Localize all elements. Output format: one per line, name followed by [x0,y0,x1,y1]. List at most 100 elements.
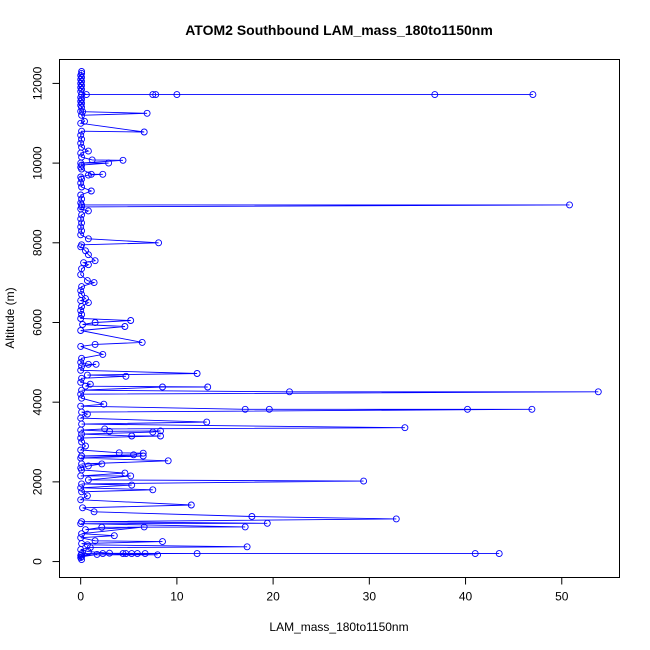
data-point [241,523,249,531]
data-point [265,405,273,413]
data-point [204,383,212,391]
data-point [152,91,160,99]
data-point [77,378,85,386]
data-point [98,523,106,531]
data-point [187,501,195,509]
data-point [464,405,471,413]
data-point [78,183,86,191]
data-point [78,135,86,143]
data-point [106,427,113,435]
data-point [93,550,101,558]
x-tick-label: 10 [170,590,184,604]
data-point [263,519,271,527]
x-tick-label: 30 [363,590,377,604]
data-point [141,550,149,558]
data-point [83,492,91,500]
data-point [78,127,86,135]
data-point [77,131,85,139]
data-point [78,354,86,362]
y-axis: 0 2000 4000 6000 8000 10000 12000 [31,66,60,565]
data-point [143,109,151,117]
data-point [77,434,85,442]
x-tick-label: 20 [266,590,280,604]
data-point [84,251,92,259]
data-point [193,550,201,558]
data-point [91,257,99,265]
data-point [77,243,85,251]
data-point [286,388,293,396]
data-point [78,551,86,559]
data-point [78,111,86,119]
data-point [78,201,86,209]
data-point [77,315,85,322]
data-point [78,438,86,446]
data-point [77,271,85,279]
data-point [78,488,86,496]
data-point [106,549,113,557]
data-point [149,486,157,494]
y-axis-label: Altitude (m) [3,287,17,348]
data-point [203,418,211,426]
data-point [80,259,88,267]
data-point [392,515,400,523]
data-point [122,372,130,380]
data-point [105,159,113,167]
data-point [77,472,85,480]
data-point [140,523,148,531]
data-point [77,139,85,147]
data-point [139,449,147,457]
data-point [121,469,129,477]
data-point [193,370,201,377]
data-point [159,383,166,391]
y-tick-label: 4000 [31,389,45,416]
data-point [78,311,86,318]
data-point [77,484,85,492]
data-point [128,432,136,440]
data-point [471,550,479,558]
data-point [149,428,157,436]
data-point [139,452,147,460]
data-point [77,287,85,295]
data-point [87,170,95,178]
data-point [159,538,166,546]
data-point [83,410,91,418]
data-point [77,342,85,350]
data-point [77,149,85,157]
data-point [77,307,85,314]
data-point [87,187,95,195]
data-point [78,553,86,561]
data-point [78,165,86,173]
data-point [77,520,85,528]
data-point [84,360,92,368]
data-point [173,91,181,99]
data-point [78,283,86,291]
data-point [78,480,86,488]
data-point [78,175,86,183]
data-point [79,321,87,328]
data-point [78,211,86,219]
data-point [78,374,86,382]
data-point [84,548,92,556]
data-point [431,91,439,99]
data-point [82,382,89,390]
data-point [90,508,98,516]
data-point [79,108,87,116]
data-point [84,462,92,470]
data-point [84,171,92,179]
y-tick-label: 6000 [31,309,45,336]
data-point [88,156,96,164]
data-point [78,362,86,370]
data-point [119,550,127,558]
data-point [77,390,85,398]
data-point [164,457,172,465]
data-point [78,530,86,538]
data-point [149,91,157,99]
data-point [84,299,92,307]
data-point [83,277,91,285]
data-point [77,358,85,366]
x-tick-label: 0 [77,590,84,604]
data-point [77,179,85,187]
data-point [77,366,85,374]
